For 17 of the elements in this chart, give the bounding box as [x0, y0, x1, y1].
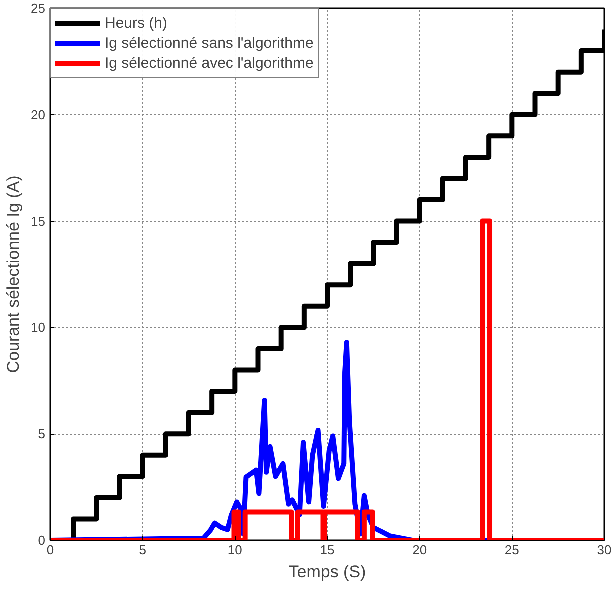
x-tick-label: 30 — [597, 542, 612, 558]
y-tick-label: 15 — [31, 214, 46, 229]
y-tick-label: 5 — [38, 426, 46, 442]
y-axis-title: Courant sélectionné Ig (A) — [4, 176, 24, 374]
x-tick-label: 20 — [412, 542, 428, 558]
x-tick-label: 10 — [228, 542, 242, 558]
x-tick-label: 5 — [139, 542, 146, 558]
y-tick-label: 0 — [38, 533, 46, 548]
x-tick-label: 25 — [504, 542, 520, 558]
y-tick-label: 20 — [31, 107, 46, 122]
legend-label: Heurs (h) — [105, 14, 168, 32]
x-axis-title: Temps (S) — [288, 562, 366, 582]
legend-label: Ig sélectionné sans l'algorithme — [105, 34, 314, 52]
y-tick-label: 25 — [31, 1, 46, 16]
legend-label: Ig sélectionné avec l'algorithme — [105, 54, 314, 72]
x-tick-label: 15 — [320, 542, 335, 558]
y-tick-label: 10 — [31, 320, 46, 336]
